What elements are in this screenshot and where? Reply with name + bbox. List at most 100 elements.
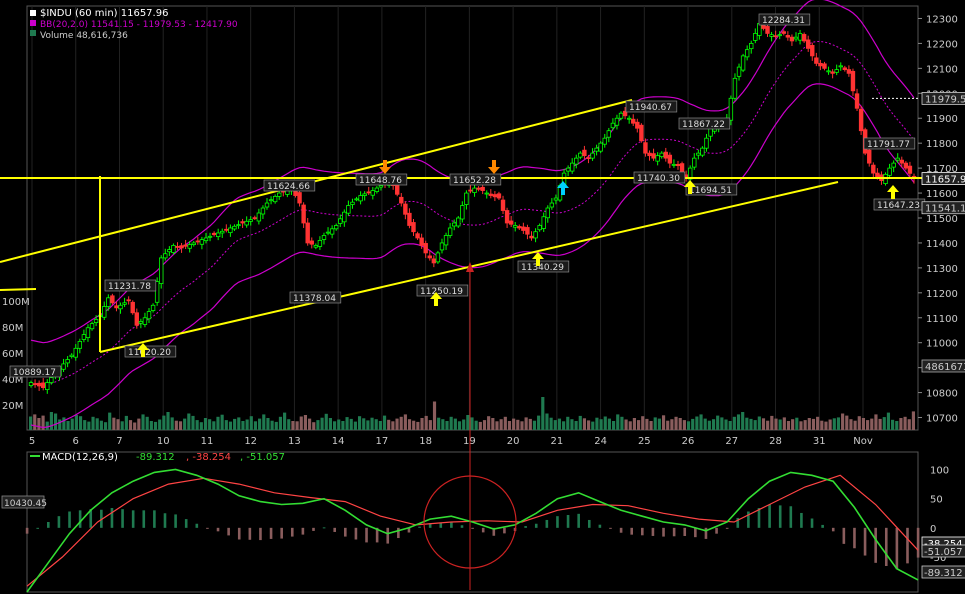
macd-histogram-bar: [428, 523, 432, 528]
annotation-label: 11020.20: [128, 348, 171, 358]
candle-body: [468, 189, 473, 192]
volume-tag-label: 48616736: [925, 362, 965, 373]
candle-body: [415, 233, 420, 239]
candle-body: [329, 228, 335, 235]
candle-body: [89, 323, 95, 330]
candle-body: [268, 199, 274, 202]
macd-legend-label: MACD(12,26,9): [42, 452, 118, 463]
macd-histogram-bar: [587, 519, 591, 528]
candle-body: [663, 151, 668, 159]
candle-body: [154, 281, 160, 303]
price-tag-label: 11979.53: [925, 94, 965, 105]
volume-bar: [349, 418, 353, 430]
candle-body: [785, 35, 791, 38]
volume-bar: [220, 414, 224, 430]
candle-body: [460, 205, 465, 220]
candle-body: [508, 220, 514, 225]
macd-histogram-bar: [609, 527, 612, 529]
legend-swatch-volume: [30, 30, 36, 36]
candle-body: [199, 239, 205, 245]
price-tick-label: 11400: [926, 239, 958, 250]
candle-body: [488, 193, 494, 196]
macd-histogram-bar: [89, 509, 93, 528]
candle-body: [626, 117, 632, 120]
volume-tag-box: [921, 359, 965, 373]
volume-bar: [799, 421, 803, 430]
macd-tags: -38.254-51.057 -89.312: [921, 536, 965, 579]
volume-bar: [878, 418, 882, 430]
volume-bar: [420, 418, 424, 430]
volume-bar: [208, 419, 212, 430]
macd-histogram-bar: [280, 527, 283, 539]
macd-left-tag-box: [1, 495, 45, 509]
volume-bar: [636, 420, 641, 430]
candle-body: [333, 225, 339, 230]
annotation-box: [355, 173, 408, 186]
volume-bar: [845, 415, 849, 430]
candle-body: [215, 232, 221, 238]
candle-body: [907, 165, 913, 174]
macd-histogram-bar: [450, 522, 453, 528]
candle-body: [134, 312, 139, 326]
macd-tick-label: 0: [930, 524, 936, 535]
volume-bar: [666, 420, 670, 430]
candle-body: [358, 195, 363, 202]
date-label: 21: [550, 436, 563, 447]
annotation-box: [517, 260, 570, 273]
volume-bar: [728, 421, 732, 430]
macd-tag-label: -89.312: [924, 568, 963, 579]
candle-body: [325, 231, 331, 234]
candle-body: [818, 62, 823, 67]
volume-bar: [641, 416, 645, 430]
candle-body: [130, 301, 135, 314]
volume-bar: [761, 418, 766, 430]
volume-bar: [557, 418, 562, 430]
candle-body: [769, 34, 774, 37]
volume-bar: [120, 421, 124, 430]
annotation-label: 11694.51: [689, 186, 732, 196]
macd-histogram-bar: [503, 527, 506, 534]
annotation-box: [124, 345, 177, 358]
volume-bar: [857, 416, 861, 430]
volume-bar: [162, 415, 166, 430]
volume-bar: [824, 421, 828, 430]
volume-bar: [382, 415, 387, 430]
volume-bar: [262, 414, 266, 430]
candle-body: [102, 306, 107, 318]
volume-bar: [299, 416, 303, 430]
candle-body: [525, 227, 530, 235]
bb-lower-line: [30, 83, 915, 429]
macd-tick-label: 100: [930, 466, 949, 477]
volume-bar: [766, 420, 770, 430]
candle-body: [740, 55, 746, 71]
macd-legend-signal: , -38.254: [186, 452, 231, 463]
macd-legend-histogram: , -51.057: [240, 452, 285, 463]
macd-histogram-bar: [365, 527, 368, 543]
candle-body: [49, 377, 54, 384]
volume-bar: [166, 412, 170, 430]
macd-tag-box: [921, 565, 965, 579]
candle-body: [553, 197, 559, 201]
macd-histogram-bar: [545, 519, 549, 528]
candle-body: [496, 193, 502, 199]
candle-body: [228, 227, 233, 234]
volume-bar: [616, 414, 620, 430]
macd-histogram-bar: [524, 526, 527, 528]
candle-body: [651, 153, 656, 159]
volume-bar: [403, 414, 407, 430]
macd-histogram-bar: [619, 527, 623, 533]
candle-body: [549, 202, 555, 208]
candle-body: [183, 244, 188, 247]
legend-bb: BB(20,2.0) 11541.15 - 11979.53 - 12417.9…: [40, 20, 238, 30]
candle-body: [736, 66, 742, 77]
candle-body: [73, 347, 78, 358]
volume-bar: [258, 418, 262, 430]
up-arrow-icon: [137, 343, 149, 357]
volume-bar: [811, 418, 816, 430]
volume-bar: [836, 417, 841, 430]
price-tick-label: 11600: [926, 189, 958, 200]
volume-bar: [212, 421, 216, 430]
volume-bar: [562, 421, 566, 430]
candle-body: [211, 232, 217, 236]
